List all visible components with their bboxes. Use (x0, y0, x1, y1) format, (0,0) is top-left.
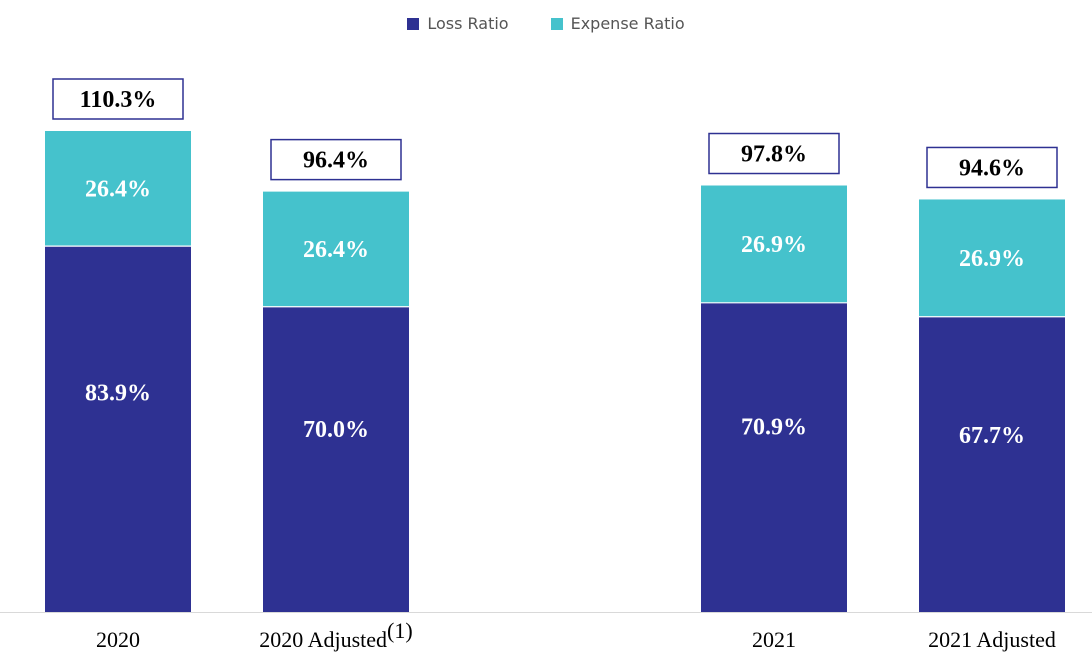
bar-expense-ratio (263, 191, 409, 307)
category-label: 2020 Adjusted(1) (259, 618, 412, 652)
total-box (270, 138, 402, 181)
total-box (708, 132, 840, 175)
total-box (926, 146, 1058, 189)
category-label: 2021 (752, 627, 796, 652)
total-label: 97.8% (741, 142, 807, 168)
total-label: 110.3% (80, 87, 157, 113)
legend-label-loss-ratio: Loss Ratio (427, 14, 509, 33)
legend-swatch-loss-ratio (407, 17, 420, 30)
data-label-expense-ratio: 26.9% (741, 232, 807, 258)
legend-swatch-expense-ratio (550, 17, 563, 30)
data-label-loss-ratio: 67.7% (959, 423, 1025, 449)
category-label: 2021 Adjusted (928, 627, 1056, 652)
total-label: 96.4% (303, 148, 369, 174)
total-label: 94.6% (959, 155, 1025, 181)
bar-loss-ratio (263, 306, 409, 612)
legend-item-loss-ratio: Loss Ratio (407, 14, 509, 33)
bar-expense-ratio (45, 131, 191, 247)
chart-legend: Loss Ratio Expense Ratio (0, 14, 1092, 33)
bar-expense-ratio (701, 185, 847, 303)
bar-loss-ratio (45, 246, 191, 612)
data-label-expense-ratio: 26.9% (959, 246, 1025, 272)
data-label-expense-ratio: 26.4% (85, 177, 151, 203)
bar-expense-ratio (919, 199, 1065, 317)
legend-item-expense-ratio: Expense Ratio (550, 14, 685, 33)
category-footnote-marker: (1) (387, 618, 413, 643)
data-label-expense-ratio: 26.4% (303, 237, 369, 263)
total-box (52, 78, 184, 120)
legend-label-expense-ratio: Expense Ratio (570, 14, 685, 33)
data-label-loss-ratio: 83.9% (85, 380, 151, 406)
data-label-loss-ratio: 70.9% (741, 414, 807, 440)
category-label: 2020 (96, 627, 140, 652)
bar-loss-ratio (919, 316, 1065, 612)
bar-loss-ratio (701, 302, 847, 612)
data-label-loss-ratio: 70.0% (303, 417, 369, 443)
